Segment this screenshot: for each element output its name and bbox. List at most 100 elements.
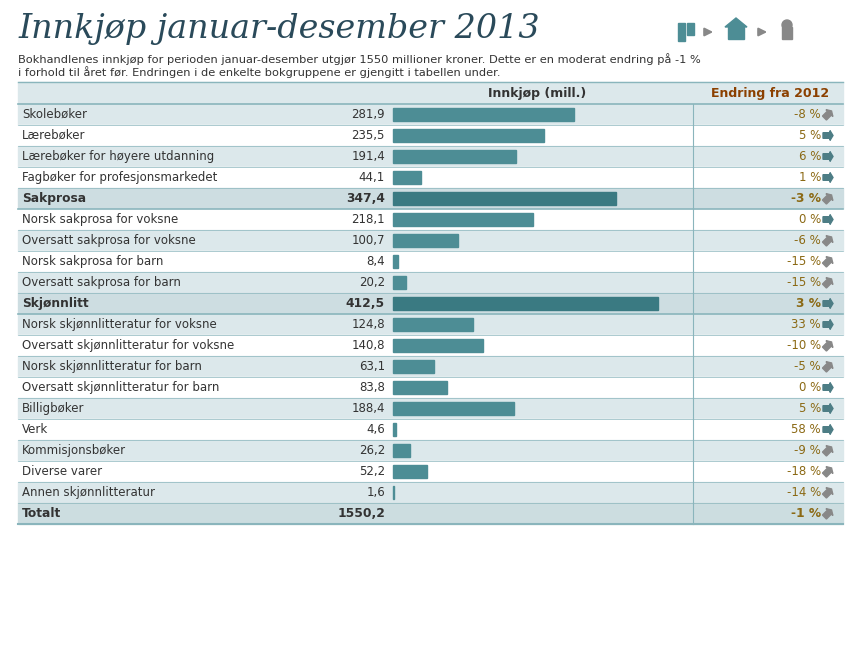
Text: -1 %: -1 % — [791, 507, 821, 520]
Bar — [782, 27, 792, 39]
Text: 20,2: 20,2 — [359, 276, 385, 289]
Bar — [18, 293, 843, 314]
Bar — [18, 335, 843, 356]
Bar — [18, 230, 843, 251]
Text: Bokhandlenes innkjøp for perioden januar-desember utgjør 1550 millioner kroner. : Bokhandlenes innkjøp for perioden januar… — [18, 53, 701, 65]
Bar — [393, 213, 533, 226]
Text: i forhold til året før. Endringen i de enkelte bokgruppene er gjengitt i tabelle: i forhold til året før. Endringen i de e… — [18, 66, 500, 78]
Text: Annen skjønnlitteratur: Annen skjønnlitteratur — [22, 486, 155, 499]
Bar — [393, 381, 447, 394]
Text: Oversatt skjønnlitteratur for voksne: Oversatt skjønnlitteratur for voksne — [22, 339, 234, 352]
Bar — [393, 360, 434, 373]
Text: -6 %: -6 % — [794, 234, 821, 247]
Text: 124,8: 124,8 — [351, 318, 385, 331]
Text: -15 %: -15 % — [787, 255, 821, 268]
Polygon shape — [822, 277, 833, 288]
Bar — [18, 167, 843, 188]
Text: 1 %: 1 % — [799, 171, 821, 184]
Polygon shape — [823, 320, 833, 330]
Text: Endring fra 2012: Endring fra 2012 — [711, 86, 829, 99]
Polygon shape — [822, 362, 833, 372]
Bar — [18, 314, 843, 335]
Bar — [18, 482, 843, 503]
Text: 3 %: 3 % — [796, 297, 821, 310]
Text: 0 %: 0 % — [799, 213, 821, 226]
Polygon shape — [822, 509, 833, 519]
Text: 281,9: 281,9 — [351, 108, 385, 121]
Text: Norsk skjønnlitteratur for barn: Norsk skjønnlitteratur for barn — [22, 360, 201, 373]
Bar — [18, 82, 843, 104]
Text: Skolebøker: Skolebøker — [22, 108, 87, 121]
Text: Lærebøker for høyere utdanning: Lærebøker for høyere utdanning — [22, 150, 214, 163]
Text: 0 %: 0 % — [799, 381, 821, 394]
Polygon shape — [823, 152, 833, 161]
Text: 140,8: 140,8 — [351, 339, 385, 352]
Bar — [18, 461, 843, 482]
Bar — [393, 192, 616, 205]
Bar — [18, 440, 843, 461]
Bar — [393, 464, 426, 479]
Polygon shape — [823, 299, 833, 308]
Text: Kommisjonsbøker: Kommisjonsbøker — [22, 444, 126, 457]
Text: Verk: Verk — [22, 423, 48, 436]
Text: Fagbøker for profesjonsmarkedet: Fagbøker for profesjonsmarkedet — [22, 171, 217, 184]
Text: -3 %: -3 % — [791, 192, 821, 205]
Text: Norsk sakprosa for voksne: Norsk sakprosa for voksne — [22, 213, 178, 226]
Bar — [678, 23, 685, 41]
Polygon shape — [822, 257, 833, 267]
Polygon shape — [822, 235, 833, 246]
Bar — [18, 272, 843, 293]
Text: 4,6: 4,6 — [366, 423, 385, 436]
Bar — [18, 104, 843, 125]
Bar — [393, 233, 458, 247]
Text: -18 %: -18 % — [787, 465, 821, 478]
Polygon shape — [822, 446, 833, 456]
Bar — [18, 188, 843, 209]
Bar — [393, 255, 399, 268]
Text: -10 %: -10 % — [787, 339, 821, 352]
Text: 235,5: 235,5 — [351, 129, 385, 142]
Polygon shape — [822, 466, 833, 477]
Text: -9 %: -9 % — [794, 444, 821, 457]
Text: Skjønnlitt: Skjønnlitt — [22, 297, 89, 310]
Bar — [393, 444, 410, 457]
Text: 1,6: 1,6 — [366, 486, 385, 499]
Bar — [18, 125, 843, 146]
Polygon shape — [822, 341, 833, 351]
Bar — [18, 503, 843, 524]
Bar — [728, 27, 744, 39]
Bar — [18, 146, 843, 167]
Bar — [18, 251, 843, 272]
Text: 191,4: 191,4 — [351, 150, 385, 163]
Text: Innkjøp januar-desember 2013: Innkjøp januar-desember 2013 — [18, 13, 540, 45]
Text: Norsk skjønnlitteratur for voksne: Norsk skjønnlitteratur for voksne — [22, 318, 217, 331]
Bar — [393, 422, 396, 436]
Polygon shape — [823, 215, 833, 224]
Bar — [393, 171, 421, 184]
Bar — [18, 377, 843, 398]
Text: 188,4: 188,4 — [351, 402, 385, 415]
Polygon shape — [823, 173, 833, 183]
Bar — [393, 402, 514, 415]
Text: Totalt: Totalt — [22, 507, 61, 520]
Text: Oversatt sakprosa for barn: Oversatt sakprosa for barn — [22, 276, 181, 289]
Polygon shape — [823, 130, 833, 141]
Circle shape — [782, 20, 792, 30]
Text: 58 %: 58 % — [791, 423, 821, 436]
Text: Lærebøker: Lærebøker — [22, 129, 85, 142]
Text: 8,4: 8,4 — [367, 255, 385, 268]
Polygon shape — [822, 488, 833, 498]
Text: -14 %: -14 % — [787, 486, 821, 499]
Text: 26,2: 26,2 — [359, 444, 385, 457]
Text: Innkjøp (mill.): Innkjøp (mill.) — [488, 86, 586, 99]
Text: Diverse varer: Diverse varer — [22, 465, 102, 478]
Bar — [393, 150, 516, 163]
Bar — [393, 318, 474, 332]
Bar — [687, 23, 694, 35]
Text: 347,4: 347,4 — [346, 192, 385, 205]
Text: 218,1: 218,1 — [351, 213, 385, 226]
Bar — [18, 419, 843, 440]
Bar — [393, 486, 394, 499]
Text: Norsk sakprosa for barn: Norsk sakprosa for barn — [22, 255, 164, 268]
Text: 83,8: 83,8 — [359, 381, 385, 394]
